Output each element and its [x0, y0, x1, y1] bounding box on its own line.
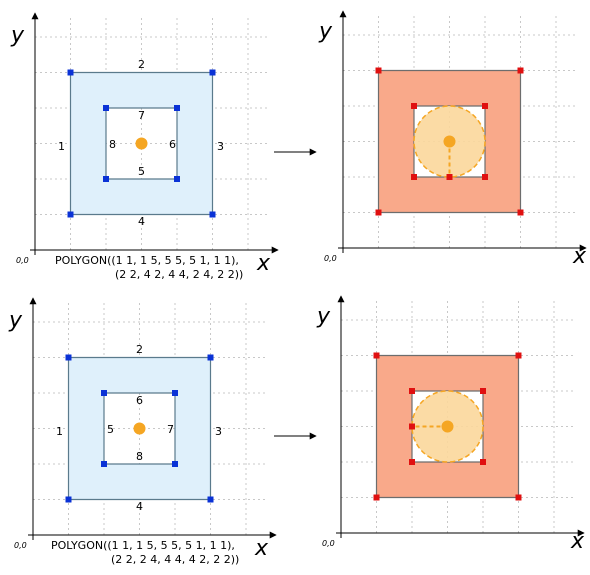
origin-label: 0,0: [324, 254, 337, 263]
y-axis-label: y: [8, 308, 23, 333]
edge-label-4: 4: [138, 215, 145, 228]
edge-label-3: 3: [215, 425, 222, 438]
polygon-wkt-line-1: POLYGON((1 1, 1 5, 5 5, 5 1, 1 1),: [55, 254, 239, 267]
edge-label-2: 2: [136, 343, 143, 356]
center-point: [133, 422, 146, 435]
edge-label-7: 7: [138, 109, 145, 122]
origin-label: 0,0: [322, 539, 335, 548]
y-axis-label: y: [318, 19, 333, 44]
edge-label-5: 5: [107, 423, 114, 436]
output-panel-bottom: y x 0,0: [316, 295, 585, 554]
edge-label-2: 2: [138, 58, 145, 71]
vertex-markers: [373, 352, 522, 501]
edge-label-8: 8: [136, 450, 143, 463]
edge-label-8: 8: [109, 138, 116, 151]
vertex-markers: [375, 67, 524, 216]
vertex-markers: [65, 354, 214, 503]
polygon-wkt-line-2: (2 2, 4 2, 4 4, 2 4, 2 2)): [115, 268, 243, 281]
edge-label-1: 1: [56, 425, 63, 438]
edge-label-6: 6: [169, 138, 176, 151]
center-point: [135, 137, 148, 150]
y-axis-label: y: [10, 23, 25, 48]
input-panel-top: y x 0,0 1 2 3 4 5 6 7 8 POLYGON((1 1, 1 …: [10, 12, 279, 281]
edge-label-3: 3: [217, 140, 224, 153]
edge-label-7: 7: [167, 423, 174, 436]
grid: [343, 13, 578, 248]
x-axis-label: x: [254, 536, 269, 561]
x-axis-label: x: [570, 529, 585, 554]
vertex-markers: [67, 69, 216, 218]
grid: [33, 300, 268, 535]
input-panel-bottom: y x 0,0 1 2 3 4 5 6 7 8 POLYGON((1 1, 1 …: [8, 297, 277, 566]
x-axis-label: x: [256, 251, 271, 276]
center-point: [443, 135, 456, 148]
edge-label-4: 4: [136, 500, 143, 513]
grid: [341, 298, 576, 533]
edge-label-1: 1: [58, 140, 65, 153]
edge-label-5: 5: [138, 165, 145, 178]
polygon-wkt-line-1: POLYGON((1 1, 1 5, 5 5, 5 1, 1 1),: [51, 539, 235, 552]
grid: [35, 15, 270, 250]
center-point: [441, 420, 454, 433]
polygon-wkt-line-2: (2 2, 2 4, 4 4, 4 2, 2 2)): [111, 553, 239, 566]
edge-label-6: 6: [136, 394, 143, 407]
output-panel-top: y x 0,0: [318, 10, 587, 269]
y-axis-label: y: [316, 304, 331, 329]
x-axis-label: x: [572, 244, 587, 269]
origin-label: 0,0: [14, 541, 27, 550]
origin-label: 0,0: [16, 256, 29, 265]
